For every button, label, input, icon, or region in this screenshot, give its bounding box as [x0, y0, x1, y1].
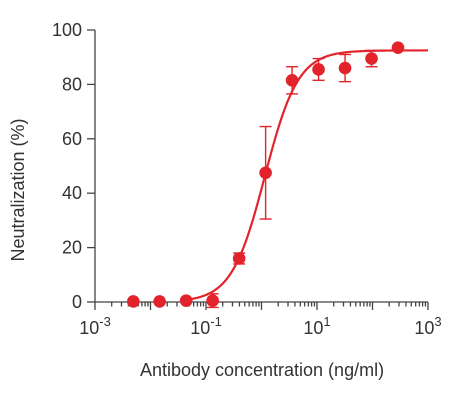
y-tick-label: 0 — [72, 292, 82, 312]
y-tick-label: 40 — [62, 183, 82, 203]
data-point — [179, 294, 193, 307]
point-marker — [232, 252, 246, 265]
data-point — [206, 293, 219, 309]
y-tick-label: 60 — [62, 129, 82, 149]
x-tick-label: 103 — [414, 314, 441, 338]
y-tick-label: 80 — [62, 74, 82, 94]
y-tick-label: 100 — [52, 20, 82, 40]
x-axis-title: Antibody concentration (ng/ml) — [140, 360, 384, 380]
data-point — [312, 57, 325, 82]
point-marker — [285, 74, 299, 87]
y-tick-label: 20 — [62, 238, 82, 258]
point-marker — [179, 294, 193, 307]
y-axis-title: Neutralization (%) — [8, 118, 28, 261]
point-marker — [127, 295, 140, 308]
data-point — [232, 252, 246, 265]
data-point — [285, 66, 299, 95]
data-point — [391, 41, 405, 54]
y-axis: 0 20 40 60 80 100 — [52, 20, 96, 312]
data-points — [127, 41, 405, 309]
point-marker — [365, 52, 378, 65]
x-tick-label: 10-3 — [79, 314, 111, 338]
fit-curve — [186, 49, 429, 301]
point-marker — [312, 63, 325, 76]
point-marker — [338, 61, 352, 75]
data-point — [365, 49, 378, 68]
point-marker — [153, 295, 166, 308]
x-tick-label: 10-1 — [190, 314, 222, 338]
data-point — [153, 295, 166, 308]
x-tick-label: 101 — [303, 314, 330, 338]
data-point — [259, 125, 272, 220]
data-point — [338, 53, 352, 83]
point-marker — [259, 166, 272, 180]
point-marker — [206, 294, 219, 307]
data-point — [127, 295, 140, 308]
point-marker — [391, 41, 405, 54]
